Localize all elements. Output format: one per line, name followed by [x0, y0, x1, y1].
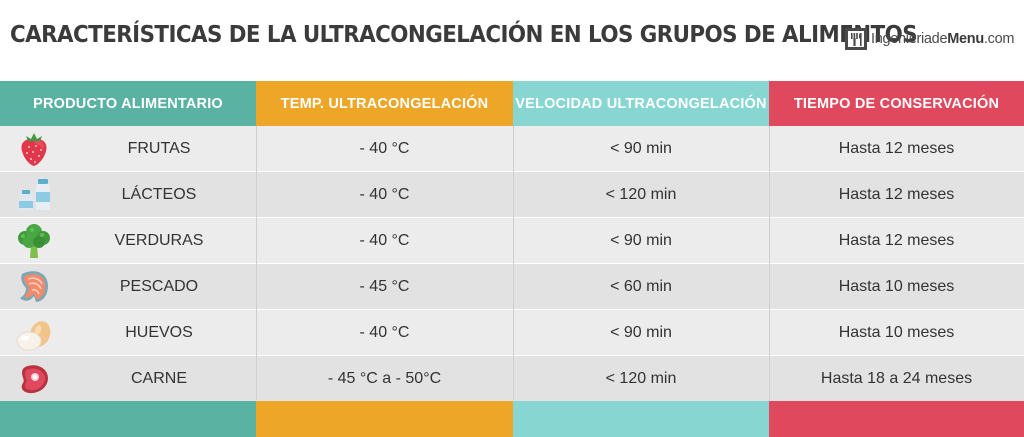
storage-time: Hasta 12 meses — [838, 231, 955, 249]
salmon-steak-icon — [14, 268, 54, 306]
freeze-speed: < 90 min — [610, 323, 672, 341]
product-name: LÁCTEOS — [121, 185, 197, 203]
eggs-icon — [14, 314, 54, 352]
table-row: VERDURAS - 40 °C < 90 min Hasta 12 meses — [0, 218, 1024, 264]
freeze-speed: < 120 min — [605, 185, 677, 203]
freeze-temperature: - 40 °C — [359, 139, 410, 157]
freeze-speed: < 90 min — [610, 231, 672, 249]
header-temperature: TEMP. ULTRACONGELACIÓN — [256, 81, 513, 135]
milk-bottles-icon — [14, 176, 54, 214]
table-header: PRODUCTO ALIMENTARIO TEMP. ULTRACONGELAC… — [0, 81, 1024, 135]
product-name: CARNE — [130, 369, 187, 387]
product-name: FRUTAS — [127, 139, 191, 157]
freeze-temperature: - 45 °C a - 50°C — [327, 369, 442, 387]
storage-time: Hasta 12 meses — [838, 139, 955, 157]
freeze-speed: < 90 min — [610, 139, 672, 157]
table-row: FRUTAS - 40 °C < 90 min Hasta 12 meses — [0, 126, 1024, 172]
storage-time: Hasta 10 meses — [838, 323, 955, 341]
strawberry-icon — [14, 130, 54, 168]
header-product: PRODUCTO ALIMENTARIO — [0, 81, 256, 135]
freeze-temperature: - 40 °C — [359, 323, 410, 341]
freeze-temperature: - 45 °C — [359, 277, 410, 295]
footer-band-aqua — [513, 401, 769, 437]
table-body: FRUTAS - 40 °C < 90 min Hasta 12 meses L… — [0, 126, 1024, 402]
product-name: PESCADO — [119, 277, 199, 295]
storage-time: Hasta 10 meses — [838, 277, 955, 295]
logo: IngenieriadeMenu.com — [845, 26, 1014, 52]
product-name: HUEVOS — [125, 323, 193, 341]
footer-band-red — [769, 401, 1024, 437]
footer-band-teal — [0, 401, 256, 437]
storage-time: Hasta 18 a 24 meses — [820, 369, 973, 387]
freeze-temperature: - 40 °C — [359, 185, 410, 203]
footer-band-orange — [256, 401, 513, 437]
page-title: CARACTERÍSTICAS DE LA ULTRACONGELACIÓN E… — [10, 22, 918, 48]
data-table: PRODUCTO ALIMENTARIO TEMP. ULTRACONGELAC… — [0, 81, 1024, 437]
table-row: HUEVOS - 40 °C < 90 min Hasta 10 meses — [0, 310, 1024, 356]
table-row: CARNE - 45 °C a - 50°C < 120 min Hasta 1… — [0, 356, 1024, 402]
freeze-speed: < 60 min — [610, 277, 672, 295]
table-row: LÁCTEOS - 40 °C < 120 min Hasta 12 meses — [0, 172, 1024, 218]
header-speed: VELOCIDAD ULTRACONGELACIÓN — [513, 81, 769, 135]
table-row: PESCADO - 45 °C < 60 min Hasta 10 meses — [0, 264, 1024, 310]
fork-knife-icon — [845, 28, 867, 50]
table-footer — [0, 401, 1024, 437]
column-divider — [513, 126, 514, 400]
product-name: VERDURAS — [114, 231, 204, 249]
meat-steak-icon — [14, 360, 54, 398]
freeze-speed: < 120 min — [605, 369, 677, 387]
column-divider — [256, 126, 257, 400]
header-storage-time: TIEMPO DE CONSERVACIÓN — [769, 81, 1024, 135]
column-divider — [769, 126, 770, 400]
freeze-temperature: - 40 °C — [359, 231, 410, 249]
broccoli-icon — [14, 222, 54, 260]
storage-time: Hasta 12 meses — [838, 185, 955, 203]
logo-text: IngenieriadeMenu.com — [871, 31, 1015, 47]
